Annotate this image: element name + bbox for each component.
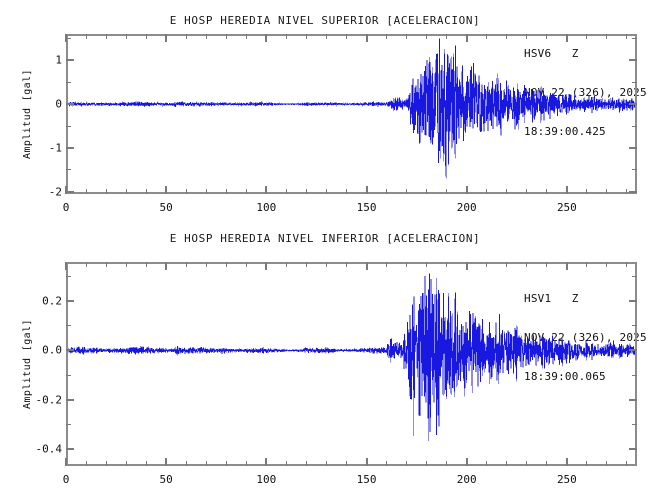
seismogram-panel-bottom: E HOSP HEREDIA NIVEL INFERIOR [ACELERACI… [0, 228, 650, 500]
x-tick-label: 200 [456, 201, 477, 214]
y-tick-label: -0.2 [35, 393, 63, 407]
waveform-trace-bottom [66, 273, 637, 442]
y-axis-title-top: Amplitud [gal] [22, 69, 33, 159]
trace-annotation-bottom: HSV1 Z NOV 22 (326), 2025 18:39:00.065 [524, 266, 647, 409]
chart-title-top: E HOSP HEREDIA NIVEL SUPERIOR [ACELERACI… [169, 14, 481, 27]
y-tick-label: 0.2 [42, 294, 62, 308]
y-tick-label: -1 [48, 141, 62, 155]
waveform-trace-top [66, 38, 637, 179]
y-tick-label: 0.0 [42, 343, 62, 357]
y-tick-label: 0 [55, 97, 62, 111]
y-tick-label: 1 [55, 53, 62, 67]
annotation-station-bottom: HSV1 Z [524, 292, 579, 305]
x-tick-label: 50 [159, 473, 173, 486]
x-tick-label: 250 [556, 473, 577, 486]
annotation-date-top: NOV 22 (326), 2025 [524, 86, 647, 99]
plot-area-top[interactable] [65, 34, 637, 194]
annotation-station-top: HSV6 Z [524, 47, 579, 60]
x-tick-label: 150 [356, 473, 377, 486]
x-tick-label: 100 [256, 473, 277, 486]
x-tick-label: 150 [356, 201, 377, 214]
y-tick-label: -2 [48, 185, 62, 199]
x-tick-label: 200 [456, 473, 477, 486]
y-tick-label: -0.4 [35, 442, 63, 456]
annotation-time-bottom: 18:39:00.065 [524, 370, 606, 383]
x-tick-label: 250 [556, 201, 577, 214]
y-axis-title-bottom: Amplitud [gal] [22, 319, 33, 409]
annotation-time-top: 18:39:00.425 [524, 125, 606, 138]
annotation-date-bottom: NOV 22 (326), 2025 [524, 331, 647, 344]
x-tick-label: 0 [62, 473, 70, 486]
plot-area-bottom[interactable] [65, 262, 637, 466]
x-tick-label: 0 [62, 201, 70, 214]
x-tick-label: 100 [256, 201, 277, 214]
chart-title-bottom: E HOSP HEREDIA NIVEL INFERIOR [ACELERACI… [169, 232, 481, 245]
trace-annotation-top: HSV6 Z NOV 22 (326), 2025 18:39:00.425 [524, 21, 647, 164]
x-tick-label: 50 [159, 201, 173, 214]
seismogram-panel-top: E HOSP HEREDIA NIVEL SUPERIOR [ACELERACI… [0, 0, 650, 228]
